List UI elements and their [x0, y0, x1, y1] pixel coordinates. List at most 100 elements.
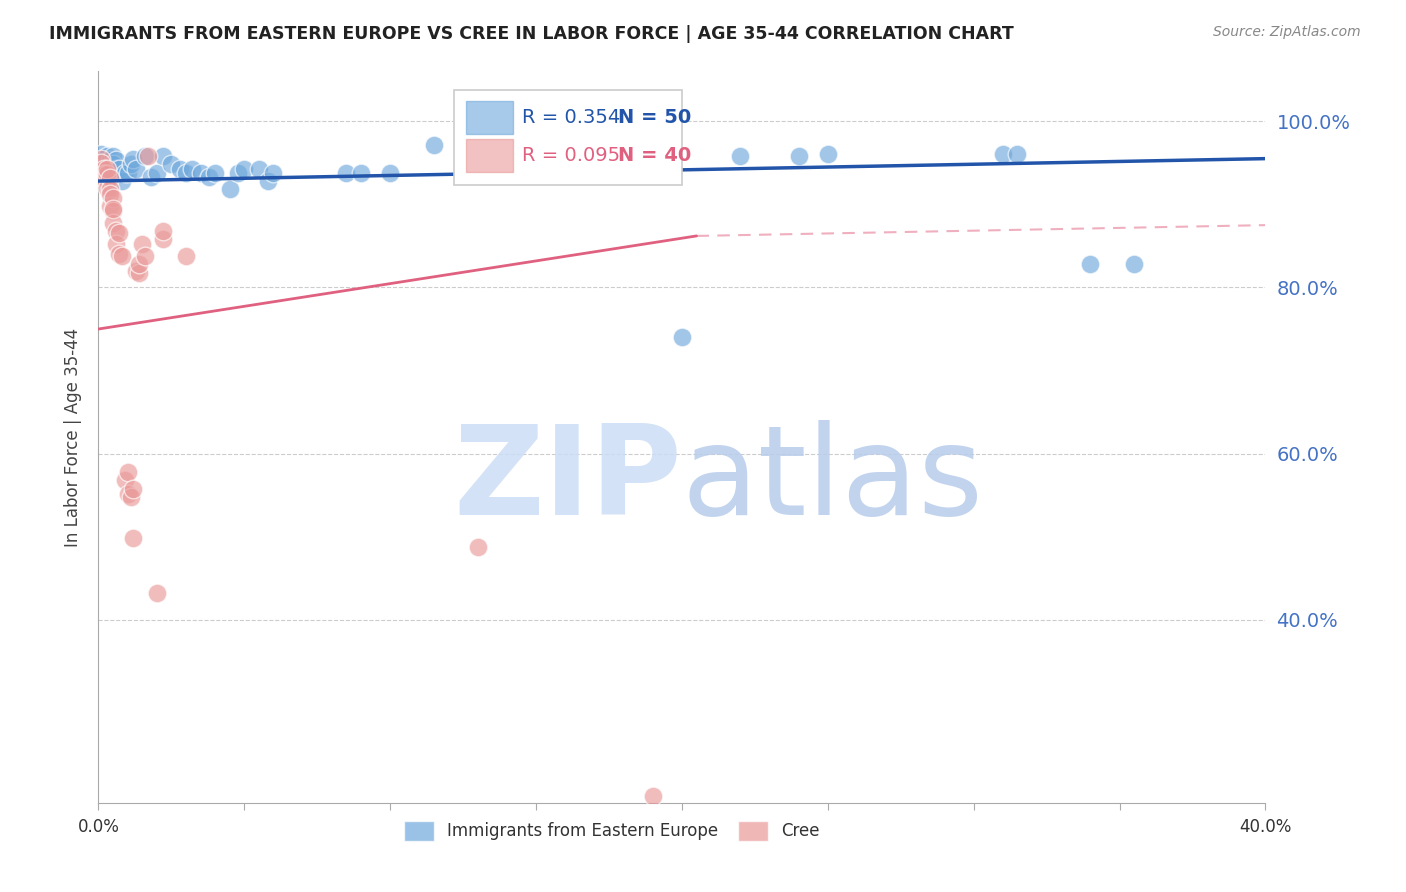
Point — [101, 157, 124, 171]
Point — [111, 249, 134, 263]
Text: Source: ZipAtlas.com: Source: ZipAtlas.com — [1213, 25, 1361, 39]
Point — [1007, 147, 1029, 161]
Point — [104, 224, 127, 238]
Point — [991, 147, 1014, 161]
Point — [198, 169, 221, 184]
Point — [104, 237, 127, 252]
Point — [146, 586, 169, 600]
Point — [98, 182, 121, 196]
Point — [730, 149, 752, 163]
Point — [233, 161, 256, 176]
Point — [174, 249, 197, 263]
Point — [380, 166, 402, 180]
Text: 0.0%: 0.0% — [77, 818, 120, 836]
Point — [108, 247, 131, 261]
Point — [96, 180, 118, 194]
Point — [101, 191, 124, 205]
Point — [152, 232, 174, 246]
Legend: Immigrants from Eastern Europe, Cree: Immigrants from Eastern Europe, Cree — [395, 813, 828, 849]
Point — [671, 330, 693, 344]
Point — [467, 540, 489, 554]
Point — [134, 149, 156, 163]
Point — [101, 202, 124, 216]
Point — [423, 137, 446, 152]
Point — [247, 161, 270, 176]
Point — [152, 149, 174, 163]
Point — [180, 161, 202, 176]
Point — [218, 182, 240, 196]
Point — [136, 149, 159, 163]
Text: atlas: atlas — [682, 420, 984, 541]
Point — [262, 166, 284, 180]
Point — [228, 166, 250, 180]
Point — [125, 161, 148, 176]
Point — [108, 161, 131, 176]
Point — [190, 166, 212, 180]
Point — [335, 166, 357, 180]
Point — [117, 486, 139, 500]
Point — [93, 156, 115, 170]
Point — [128, 257, 150, 271]
Point — [98, 153, 121, 168]
Y-axis label: In Labor Force | Age 35-44: In Labor Force | Age 35-44 — [63, 327, 82, 547]
Point — [101, 204, 124, 219]
Point — [90, 152, 112, 166]
Point — [139, 169, 162, 184]
Text: 40.0%: 40.0% — [1239, 818, 1292, 836]
Point — [93, 162, 115, 177]
Point — [256, 174, 278, 188]
Point — [120, 490, 142, 504]
Point — [787, 149, 810, 163]
Point — [169, 161, 191, 176]
Point — [114, 473, 136, 487]
Point — [131, 237, 153, 252]
Point — [104, 161, 127, 176]
FancyBboxPatch shape — [454, 90, 682, 185]
Point — [111, 174, 134, 188]
Point — [96, 162, 118, 177]
FancyBboxPatch shape — [465, 102, 513, 134]
Point — [120, 157, 142, 171]
Point — [98, 170, 121, 185]
Point — [122, 152, 145, 166]
Point — [114, 166, 136, 180]
Point — [524, 166, 547, 180]
Point — [350, 166, 373, 180]
Point — [204, 166, 226, 180]
Point — [98, 187, 121, 202]
Point — [93, 170, 115, 185]
Point — [101, 216, 124, 230]
Text: ZIP: ZIP — [453, 420, 682, 541]
Point — [90, 147, 112, 161]
Point — [540, 161, 562, 176]
Point — [93, 160, 115, 174]
Point — [1080, 257, 1102, 271]
Point — [108, 227, 131, 241]
Point — [101, 149, 124, 163]
Point — [122, 482, 145, 496]
Text: IMMIGRANTS FROM EASTERN EUROPE VS CREE IN LABOR FORCE | AGE 35-44 CORRELATION CH: IMMIGRANTS FROM EASTERN EUROPE VS CREE I… — [49, 25, 1014, 43]
Point — [96, 149, 118, 163]
Point — [152, 224, 174, 238]
Point — [641, 847, 664, 862]
Text: R = 0.095: R = 0.095 — [522, 146, 620, 165]
Point — [104, 153, 127, 168]
Point — [117, 166, 139, 180]
Point — [146, 166, 169, 180]
Point — [174, 166, 197, 180]
Point — [93, 167, 115, 181]
Point — [496, 145, 519, 159]
Point — [117, 465, 139, 479]
Point — [90, 156, 112, 170]
Point — [122, 532, 145, 546]
Point — [98, 161, 121, 176]
Point — [98, 199, 121, 213]
Point — [817, 147, 839, 161]
Point — [125, 264, 148, 278]
Point — [128, 266, 150, 280]
Point — [641, 789, 664, 804]
Text: N = 40: N = 40 — [617, 146, 690, 165]
Text: R = 0.354: R = 0.354 — [522, 108, 620, 127]
Point — [467, 149, 489, 163]
Text: N = 50: N = 50 — [617, 108, 690, 127]
